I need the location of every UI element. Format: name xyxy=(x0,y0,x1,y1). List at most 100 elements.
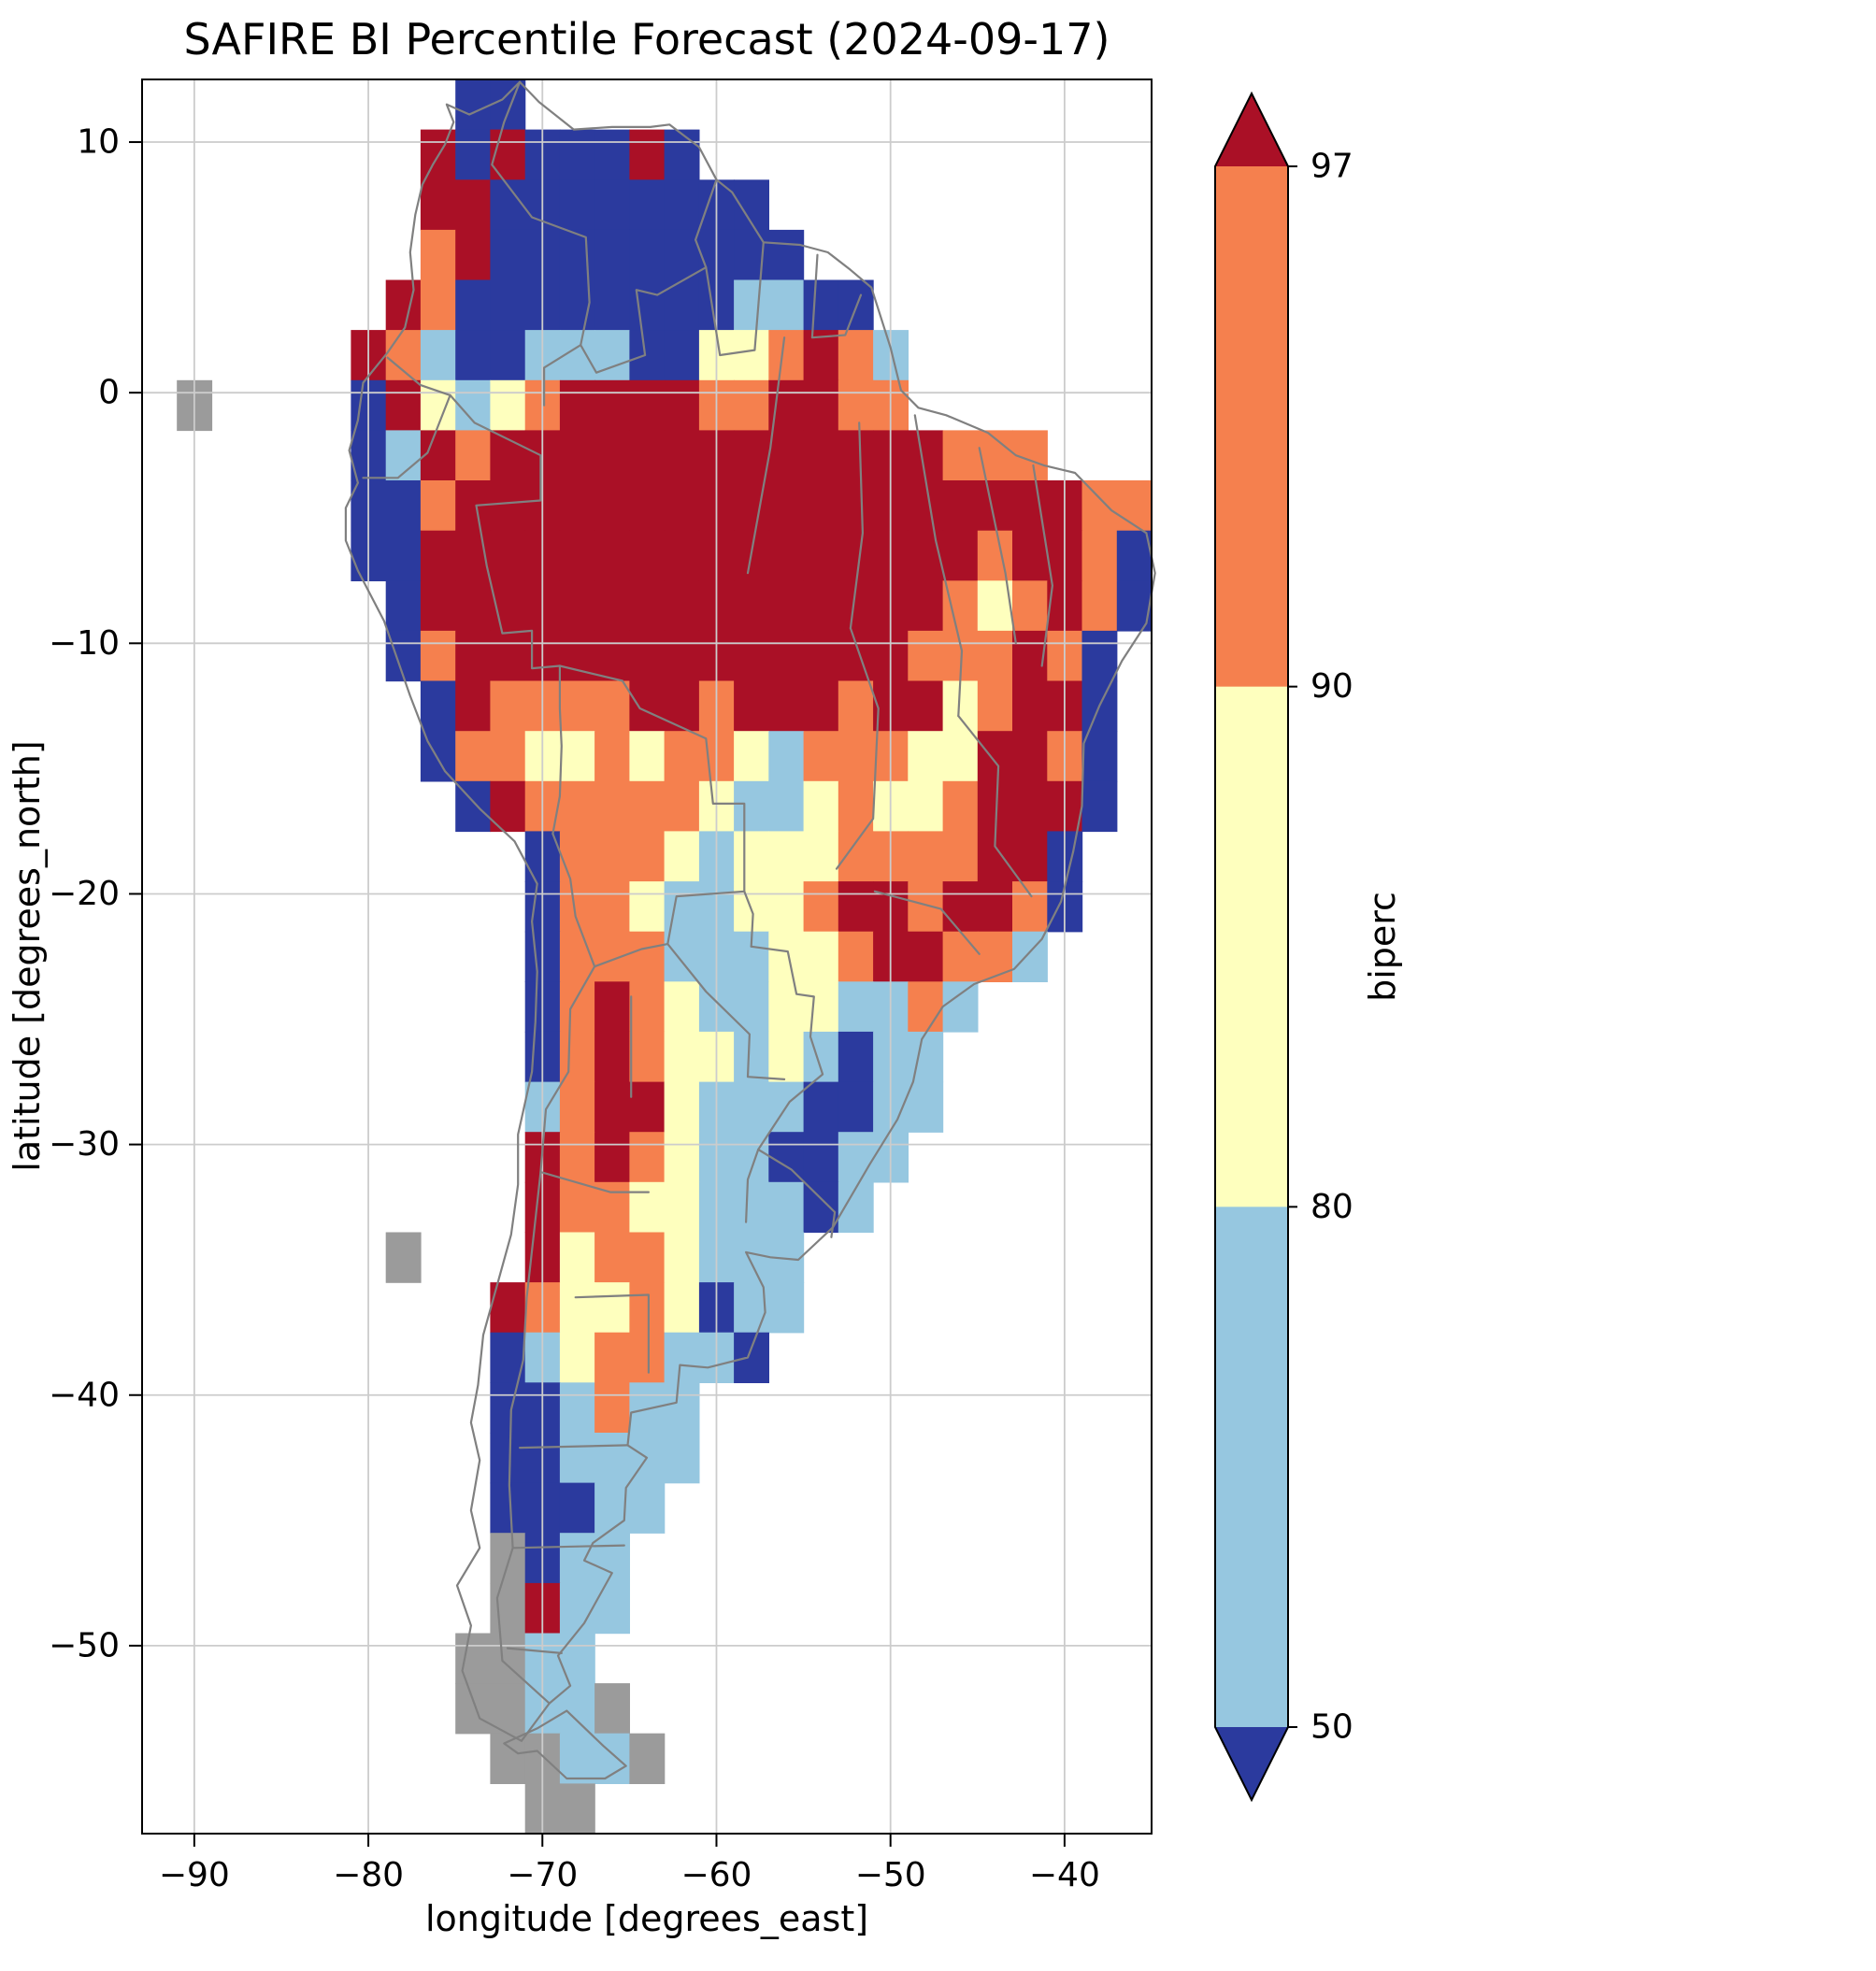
map-cell xyxy=(1012,580,1048,632)
map-cell xyxy=(734,1181,769,1234)
map-cell xyxy=(559,129,595,180)
map-cell xyxy=(734,680,769,732)
map-cell xyxy=(768,1181,805,1234)
x-tick-label: −90 xyxy=(159,1856,230,1894)
map-cell xyxy=(838,530,874,581)
map-cell xyxy=(768,430,805,481)
border-line xyxy=(978,447,1017,645)
y-tick-label: −30 xyxy=(49,1125,120,1164)
map-cell xyxy=(559,480,595,532)
map-cell xyxy=(734,330,769,381)
map-cell xyxy=(455,580,492,632)
map-cell xyxy=(455,630,492,682)
map-cell xyxy=(629,1733,666,1784)
border-line xyxy=(386,356,451,396)
map-cell xyxy=(768,580,805,632)
map-cell xyxy=(838,430,874,481)
map-cell xyxy=(664,831,700,882)
map-cell xyxy=(977,680,1013,732)
map-cell xyxy=(420,229,456,281)
map-cell xyxy=(455,480,492,532)
map-cell xyxy=(629,1081,666,1133)
map-cell xyxy=(977,530,1013,581)
map-cell xyxy=(942,780,979,833)
map-cell xyxy=(420,530,456,581)
map-cell xyxy=(594,430,630,481)
map-cell xyxy=(664,1081,700,1133)
map-cell xyxy=(664,680,700,732)
map-cell xyxy=(1012,630,1048,682)
border-line xyxy=(551,832,596,968)
colorbar-tick-label: 97 xyxy=(1310,148,1353,186)
border-line xyxy=(449,393,562,670)
map-cell xyxy=(664,881,700,933)
grid-lines xyxy=(142,79,1152,1834)
map-cell xyxy=(594,780,630,833)
map-cell xyxy=(977,931,1013,982)
map-cell xyxy=(559,1081,595,1133)
border-line xyxy=(539,1170,651,1193)
map-cell xyxy=(455,680,492,732)
map-cell xyxy=(977,881,1013,933)
map-cell xyxy=(908,480,944,532)
map-cell xyxy=(1012,731,1048,782)
map-cell xyxy=(664,1031,700,1083)
map-cell xyxy=(803,731,839,782)
map-cell xyxy=(455,279,492,331)
map-cell xyxy=(385,1232,422,1283)
map-cell xyxy=(594,530,630,581)
x-tick-label: −50 xyxy=(855,1856,926,1894)
map-cell xyxy=(594,1232,630,1283)
map-cell xyxy=(664,981,700,1033)
map-cell xyxy=(1012,780,1048,833)
map-cell xyxy=(664,931,700,982)
map-cell xyxy=(908,1031,944,1083)
map-cell xyxy=(594,1433,630,1484)
map-cell xyxy=(629,129,666,180)
colorbar-label: biperc xyxy=(1362,892,1403,1002)
border-line xyxy=(1032,464,1054,667)
map-cell xyxy=(490,1683,526,1735)
map-cell xyxy=(734,229,769,281)
map-cell xyxy=(385,530,422,581)
map-cell xyxy=(1116,530,1153,581)
map-cell xyxy=(490,430,526,481)
map-cell xyxy=(629,1382,666,1434)
map-cell xyxy=(838,931,874,982)
map-cell xyxy=(559,1232,595,1283)
map-cell xyxy=(664,630,700,682)
map-cell xyxy=(1081,780,1118,833)
map-cell xyxy=(490,480,526,532)
map-cell xyxy=(559,1482,595,1534)
map-cell xyxy=(908,630,944,682)
map-cell xyxy=(490,630,526,682)
map-cell xyxy=(803,330,839,381)
map-cell xyxy=(664,1181,700,1234)
map-cell xyxy=(420,580,456,632)
map-cell xyxy=(594,1132,630,1183)
border-line xyxy=(511,1544,625,1550)
map-cell xyxy=(803,530,839,581)
border-line xyxy=(491,80,591,407)
map-cell xyxy=(768,630,805,682)
map-cell xyxy=(559,1783,595,1835)
map-cell xyxy=(559,1433,595,1484)
y-tick-label: −20 xyxy=(49,875,120,913)
map-cell xyxy=(908,931,944,982)
map-cell xyxy=(803,1031,839,1083)
colorbar-tick-label: 50 xyxy=(1310,1708,1353,1747)
map-cell xyxy=(838,379,874,432)
map-cell xyxy=(420,379,456,432)
map-cell xyxy=(908,430,944,481)
map-cell xyxy=(629,430,666,481)
map-cell xyxy=(664,129,700,180)
map-cell xyxy=(942,831,979,882)
map-cell xyxy=(803,480,839,532)
map-cell xyxy=(385,279,422,331)
map-cell xyxy=(838,1031,874,1083)
map-cell xyxy=(629,1232,666,1283)
colorbar-under-arrow xyxy=(1215,1727,1288,1800)
map-cell xyxy=(420,279,456,331)
map-cell xyxy=(385,480,422,532)
x-tick-label: −40 xyxy=(1029,1856,1100,1894)
